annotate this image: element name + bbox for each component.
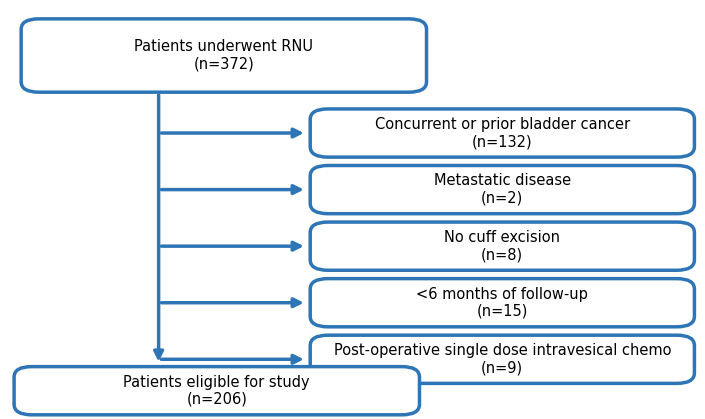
Text: Metastatic disease
(n=2): Metastatic disease (n=2) (434, 173, 571, 206)
Text: Concurrent or prior bladder cancer
(n=132): Concurrent or prior bladder cancer (n=13… (375, 117, 630, 149)
Text: <6 months of follow-up
(n=15): <6 months of follow-up (n=15) (417, 287, 588, 319)
FancyBboxPatch shape (310, 222, 694, 270)
FancyBboxPatch shape (310, 109, 694, 157)
FancyBboxPatch shape (21, 19, 427, 92)
FancyBboxPatch shape (310, 335, 694, 383)
FancyBboxPatch shape (14, 367, 419, 415)
Text: Patients underwent RNU
(n=372): Patients underwent RNU (n=372) (135, 39, 313, 72)
FancyBboxPatch shape (310, 166, 694, 214)
Text: Patients eligible for study
(n=206): Patients eligible for study (n=206) (123, 375, 310, 407)
Text: Post-operative single dose intravesical chemo
(n=9): Post-operative single dose intravesical … (333, 343, 671, 375)
Text: No cuff excision
(n=8): No cuff excision (n=8) (444, 230, 560, 262)
FancyBboxPatch shape (310, 279, 694, 327)
